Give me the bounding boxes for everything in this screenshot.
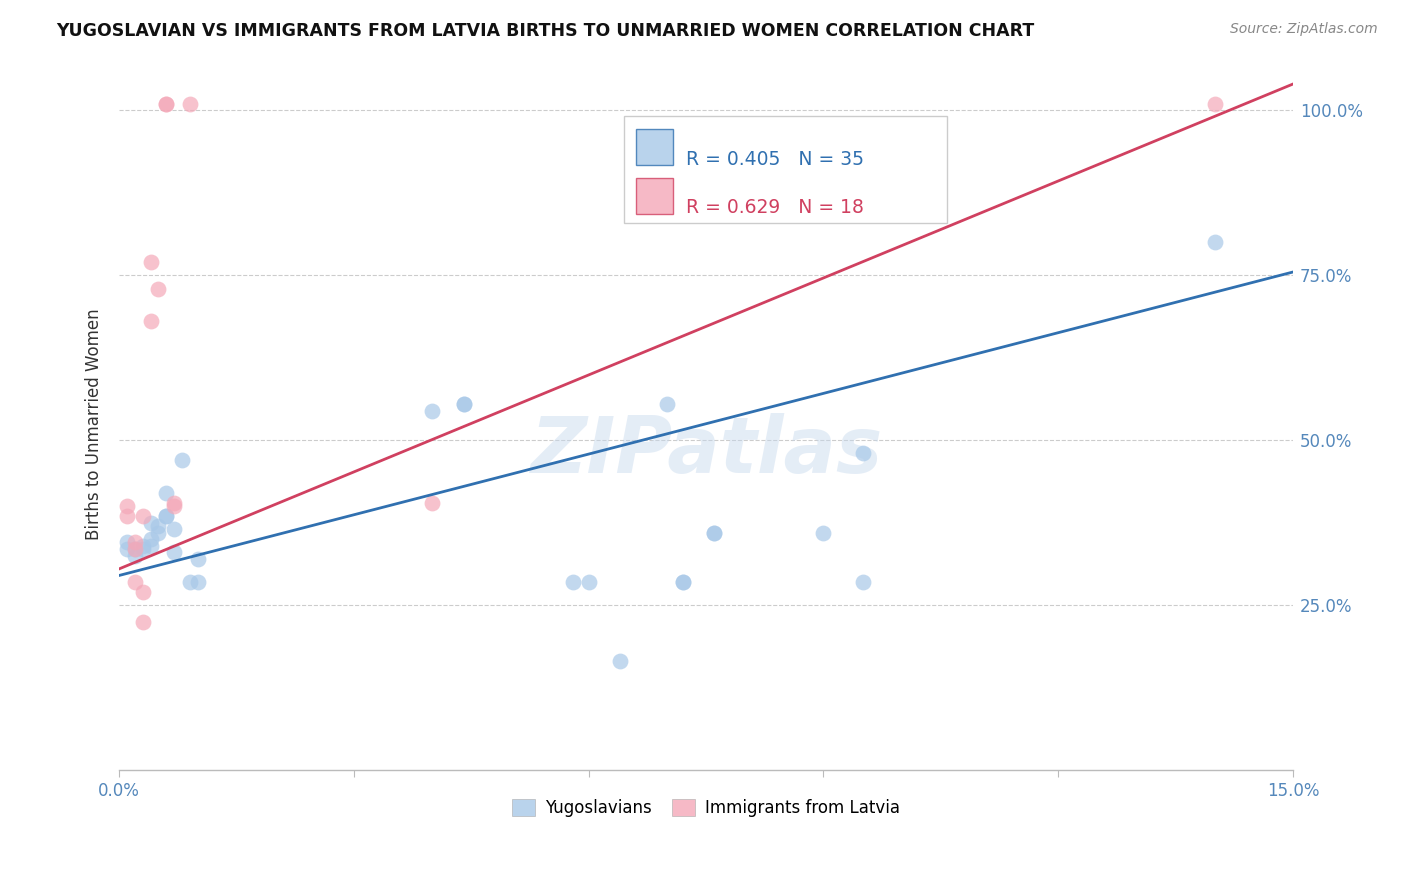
- Point: [139, 539, 162, 553]
- Point: [1204, 96, 1226, 111]
- Point: [453, 397, 475, 411]
- Point: [139, 314, 162, 328]
- Point: [813, 525, 835, 540]
- Point: [672, 574, 695, 589]
- Point: [672, 574, 695, 589]
- Point: [163, 545, 186, 559]
- Point: [852, 574, 875, 589]
- Point: [163, 496, 186, 510]
- Point: [124, 535, 146, 549]
- Point: [186, 574, 208, 589]
- Point: [124, 542, 146, 557]
- Point: [453, 397, 475, 411]
- Point: [179, 574, 201, 589]
- Point: [115, 509, 138, 524]
- Point: [420, 403, 443, 417]
- Text: ZIPatlas: ZIPatlas: [530, 413, 882, 490]
- Point: [562, 574, 585, 589]
- FancyBboxPatch shape: [636, 129, 673, 165]
- Point: [703, 525, 725, 540]
- Point: [132, 615, 155, 629]
- FancyBboxPatch shape: [624, 116, 946, 223]
- Y-axis label: Births to Unmarried Women: Births to Unmarried Women: [86, 308, 103, 540]
- Point: [115, 499, 138, 513]
- Point: [124, 574, 146, 589]
- Point: [124, 549, 146, 563]
- Point: [170, 453, 193, 467]
- Point: [139, 532, 162, 546]
- Point: [139, 516, 162, 530]
- Point: [609, 654, 631, 668]
- Point: [420, 496, 443, 510]
- Text: YUGOSLAVIAN VS IMMIGRANTS FROM LATVIA BIRTHS TO UNMARRIED WOMEN CORRELATION CHAR: YUGOSLAVIAN VS IMMIGRANTS FROM LATVIA BI…: [56, 22, 1035, 40]
- Point: [703, 525, 725, 540]
- Text: Source: ZipAtlas.com: Source: ZipAtlas.com: [1230, 22, 1378, 37]
- Point: [163, 499, 186, 513]
- Point: [115, 535, 138, 549]
- Point: [124, 542, 146, 557]
- Point: [155, 96, 177, 111]
- Point: [852, 446, 875, 460]
- Point: [148, 525, 170, 540]
- Point: [155, 509, 177, 524]
- Legend: Yugoslavians, Immigrants from Latvia: Yugoslavians, Immigrants from Latvia: [505, 792, 907, 824]
- Point: [115, 542, 138, 557]
- Point: [132, 585, 155, 599]
- Point: [155, 486, 177, 500]
- Point: [578, 574, 600, 589]
- FancyBboxPatch shape: [636, 178, 673, 213]
- Point: [179, 96, 201, 111]
- Point: [186, 552, 208, 566]
- Point: [139, 255, 162, 269]
- Text: R = 0.405   N = 35: R = 0.405 N = 35: [686, 150, 865, 169]
- Point: [155, 509, 177, 524]
- Point: [148, 281, 170, 295]
- Point: [148, 519, 170, 533]
- Point: [132, 542, 155, 557]
- Point: [163, 522, 186, 536]
- Point: [1204, 235, 1226, 250]
- Text: R = 0.629   N = 18: R = 0.629 N = 18: [686, 198, 865, 217]
- Point: [132, 539, 155, 553]
- Point: [655, 397, 678, 411]
- Point: [132, 509, 155, 524]
- Point: [155, 96, 177, 111]
